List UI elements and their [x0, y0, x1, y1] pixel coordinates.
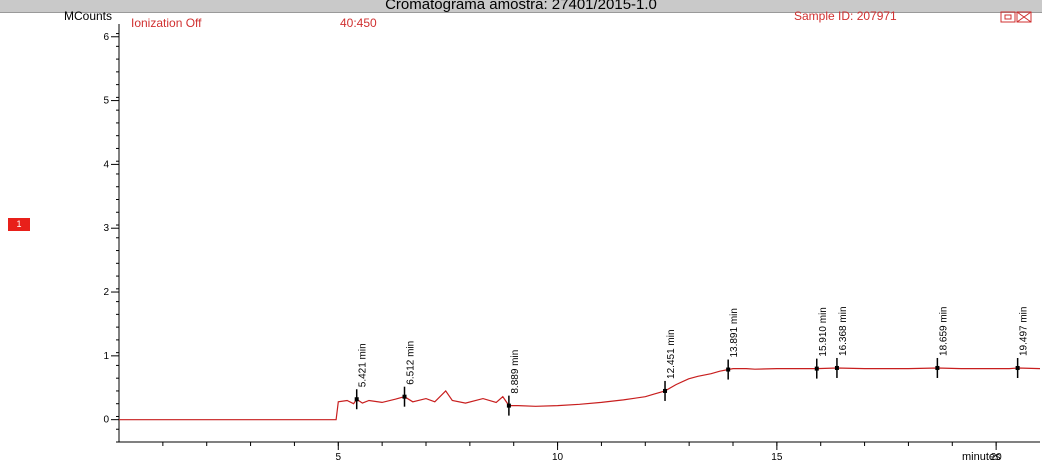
peak-marker-dot[interactable]: [354, 397, 359, 402]
peak-marker-dot[interactable]: [663, 388, 668, 393]
peak-marker-dot[interactable]: [402, 394, 407, 399]
peak-label: 15.910 min: [818, 307, 829, 356]
peak-label: 5.421 min: [358, 343, 369, 387]
peak-marker-dot[interactable]: [834, 365, 839, 370]
peak-marker-dot[interactable]: [814, 366, 819, 371]
peak-label: 6.512 min: [406, 341, 417, 385]
peak-label: 16.368 min: [838, 306, 849, 355]
sample-id: Sample ID: 207971: [794, 9, 897, 23]
x-axis-title: minutes: [962, 451, 1001, 463]
trace-number-badge[interactable]: 1: [8, 218, 30, 231]
restore-icon[interactable]: [1000, 11, 1016, 23]
peak-label: 19.497 min: [1019, 307, 1030, 356]
peak-label: 8.889 min: [510, 350, 521, 394]
peak-marker-dot[interactable]: [506, 403, 511, 408]
y-tick-label: 2: [103, 287, 109, 298]
y-tick-label: 3: [103, 223, 109, 234]
close-icon[interactable]: [1016, 11, 1032, 23]
peak-marker-dot[interactable]: [726, 367, 731, 372]
chromatogram-trace: [119, 367, 1041, 421]
chart-title: Cromatograma amostra: 27401/2015-1.0: [385, 0, 657, 13]
ionization-status: Ionization Off: [131, 16, 202, 30]
peak-label: 12.451 min: [666, 329, 677, 378]
mass-range: 40:450: [340, 16, 377, 30]
peak-label: 13.891 min: [729, 308, 740, 357]
y-tick-label: 0: [103, 415, 109, 426]
y-tick-label: 1: [103, 351, 109, 362]
x-tick-label: 5: [336, 452, 342, 463]
peak-marker-dot[interactable]: [935, 365, 940, 370]
peak-marker-dot[interactable]: [1015, 366, 1020, 371]
peak-label: 18.659 min: [938, 306, 949, 355]
x-tick-label: 20: [991, 452, 1003, 463]
x-tick-label: 15: [771, 452, 783, 463]
y-tick-label: 6: [103, 32, 109, 43]
y-axis-title: MCounts: [64, 9, 112, 23]
window-title-bar: Cromatograma amostra: 27401/2015-1.0: [0, 0, 1042, 13]
x-tick-label: 10: [552, 452, 564, 463]
y-tick-label: 4: [103, 159, 109, 170]
y-tick-label: 5: [103, 96, 109, 107]
